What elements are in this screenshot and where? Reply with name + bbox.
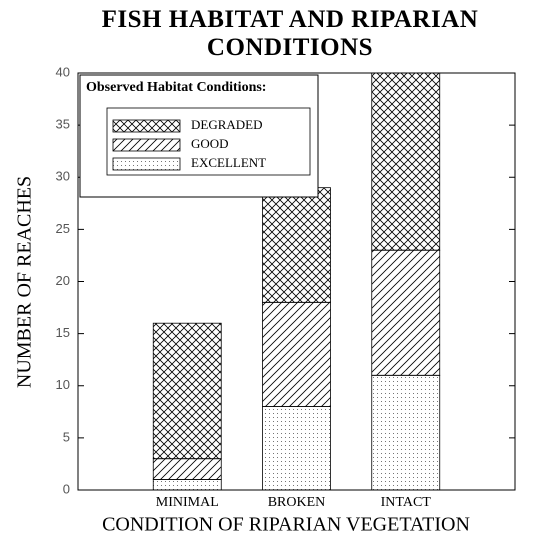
legend-box <box>79 74 319 198</box>
y-tick-label: 35 <box>56 117 70 132</box>
bar-segment <box>371 72 441 251</box>
legend-swatch <box>112 138 181 152</box>
legend-inner <box>106 107 311 176</box>
legend-label: EXCELLENT <box>191 155 266 170</box>
x-tick-label: BROKEN <box>268 495 326 510</box>
y-tick-label: 15 <box>56 325 70 340</box>
y-tick-label: 0 <box>63 481 70 496</box>
legend-label: DEGRADED <box>191 117 263 132</box>
y-tick-label: 30 <box>56 169 70 184</box>
bar-segment <box>262 301 331 408</box>
bar-segment <box>371 249 441 376</box>
y-tick-label: 40 <box>56 64 70 79</box>
legend-label: GOOD <box>191 136 229 151</box>
y-axis-label: NUMBER OF REACHES <box>14 176 36 388</box>
bar-segment <box>152 479 222 491</box>
y-tick-label: 10 <box>56 377 70 392</box>
bar-segment <box>152 458 222 480</box>
plot-frame <box>77 72 516 491</box>
bar-segment <box>152 322 222 460</box>
legend-title: Observed Habitat Conditions: <box>86 80 266 95</box>
y-tick-label: 20 <box>56 273 70 288</box>
x-axis-label: CONDITION OF RIPARIAN VEGETATION <box>102 514 470 536</box>
x-tick-label: MINIMAL <box>156 495 219 510</box>
bar-segment <box>262 187 331 303</box>
x-tick-label: INTACT <box>381 495 432 510</box>
y-tick-label: 25 <box>56 221 70 236</box>
legend-swatch <box>112 157 181 171</box>
legend-swatch <box>112 119 181 133</box>
chart-title: FISH HABITAT AND RIPARIAN CONDITIONS <box>101 6 479 61</box>
bar-segment <box>262 406 331 491</box>
y-tick-label: 5 <box>63 429 70 444</box>
bar-segment <box>371 374 441 491</box>
